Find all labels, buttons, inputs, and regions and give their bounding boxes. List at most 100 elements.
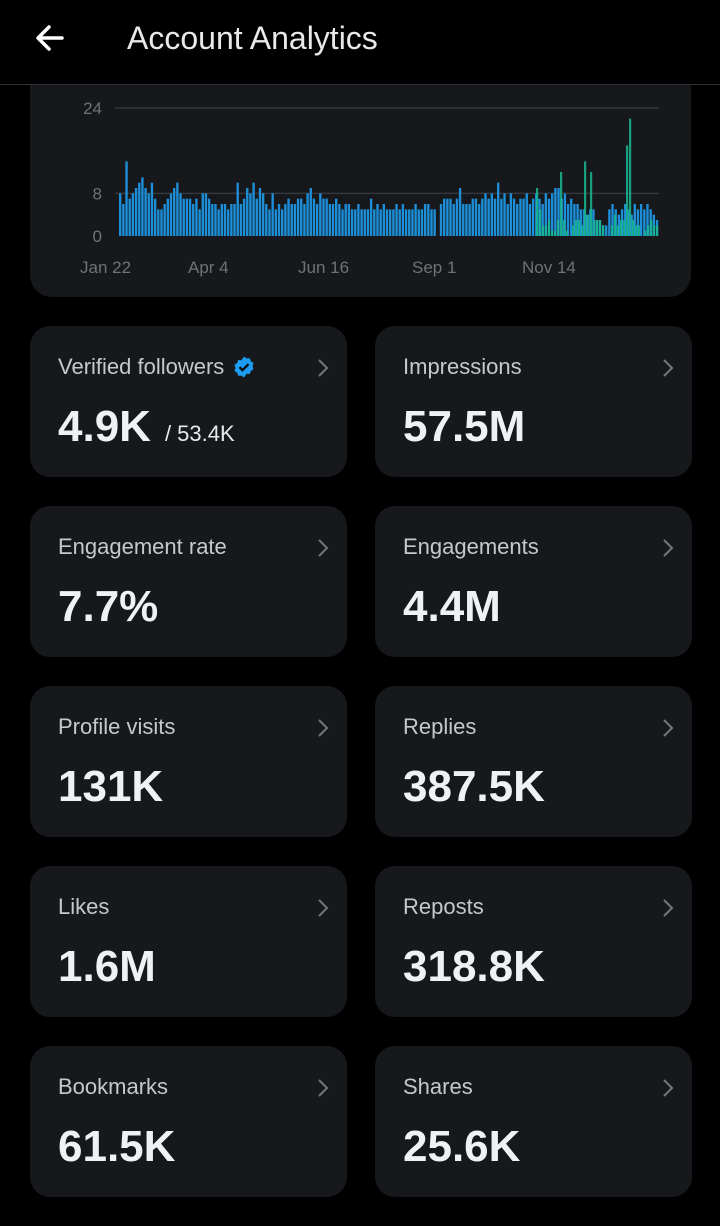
metric-card-engagements[interactable]: Engagements 4.4M (375, 506, 692, 657)
bar (255, 198, 258, 236)
metric-label: Likes (58, 894, 110, 919)
bar (134, 188, 138, 236)
bar (382, 204, 386, 236)
bar (638, 225, 641, 236)
bar (474, 198, 478, 236)
bar (468, 204, 471, 236)
bar (563, 220, 566, 236)
bar (575, 220, 578, 236)
bar (632, 220, 635, 236)
metric-card-impressions[interactable]: Impressions 57.5M (375, 326, 692, 477)
bar (306, 193, 309, 236)
bar (223, 204, 227, 236)
bar (198, 209, 201, 236)
bar (179, 193, 182, 236)
bar (357, 204, 360, 236)
bar (192, 204, 195, 236)
bar (551, 193, 554, 236)
bar (122, 204, 125, 236)
bar (576, 204, 579, 236)
bar (201, 193, 204, 236)
metric-value: 61.5K (58, 1122, 176, 1171)
bar (519, 198, 522, 236)
metric-card-replies[interactable]: Replies 387.5K (375, 686, 692, 837)
bar (328, 204, 332, 236)
bar (233, 204, 236, 236)
metric-total: / 53.4K (164, 421, 235, 446)
bar (509, 193, 513, 236)
bar (268, 209, 271, 236)
bar (138, 182, 141, 236)
bar (620, 220, 623, 236)
bar (427, 204, 430, 236)
bar (573, 204, 576, 236)
bar (627, 209, 630, 236)
bar (584, 161, 587, 236)
bar (188, 198, 192, 236)
bar (433, 209, 436, 236)
bar (639, 204, 643, 236)
bar (462, 204, 465, 236)
bar (350, 209, 354, 236)
metric-card-bookmarks[interactable]: Bookmarks 61.5K (30, 1046, 347, 1197)
bar (528, 204, 532, 236)
bar (477, 204, 481, 236)
bar (617, 225, 620, 236)
bar (582, 209, 586, 236)
bar (141, 177, 144, 236)
bar (293, 204, 297, 236)
bar (217, 209, 220, 236)
bar (614, 214, 617, 236)
bar (542, 225, 545, 236)
bar (312, 198, 316, 236)
header: Account Analytics (0, 0, 720, 85)
bar (481, 198, 484, 236)
chevron-right-icon (663, 1079, 674, 1097)
metric-card-verified-followers[interactable]: Verified followers 4.9K/ 53.4K (30, 326, 347, 477)
x-tick-label: Jun 16 (298, 258, 349, 277)
bar (566, 204, 570, 236)
bar (647, 225, 650, 236)
bar (150, 182, 154, 236)
bar (490, 193, 494, 236)
bar (516, 204, 519, 236)
page-title: Account Analytics (127, 20, 378, 56)
bar (173, 188, 176, 236)
bar (354, 209, 357, 236)
x-tick-label: Sep 1 (412, 258, 456, 277)
bar (500, 198, 503, 236)
verified-badge-icon (234, 356, 254, 378)
bar (144, 188, 147, 236)
bar (176, 182, 179, 236)
bar (626, 145, 629, 236)
bar (331, 204, 335, 236)
bar (417, 209, 420, 236)
metric-card-profile-visits[interactable]: Profile visits 131K (30, 686, 347, 837)
bar (455, 198, 459, 236)
bar (373, 209, 376, 236)
bar (366, 209, 370, 236)
bar (581, 225, 584, 236)
bar (153, 198, 157, 236)
bar (596, 220, 599, 236)
metric-card-likes[interactable]: Likes 1.6M (30, 866, 347, 1017)
bar (635, 225, 638, 236)
bar (119, 193, 122, 236)
metric-card-shares[interactable]: Shares 25.6K (375, 1046, 692, 1197)
bar (547, 198, 551, 236)
metric-card-reposts[interactable]: Reposts 318.8K (375, 866, 692, 1017)
bar (385, 209, 389, 236)
bar (643, 209, 646, 236)
metric-label: Reposts (403, 894, 484, 919)
bar (157, 209, 160, 236)
bar (629, 118, 632, 236)
bar (587, 214, 590, 236)
metric-label: Bookmarks (58, 1074, 169, 1099)
bar (214, 204, 217, 236)
metric-value: 1.6M (58, 942, 156, 991)
bar (195, 198, 198, 236)
bar (420, 209, 424, 236)
metric-card-engagement-rate[interactable]: Engagement rate 7.7% (30, 506, 347, 657)
arrow-left-icon[interactable] (32, 20, 68, 56)
bar (578, 220, 581, 236)
